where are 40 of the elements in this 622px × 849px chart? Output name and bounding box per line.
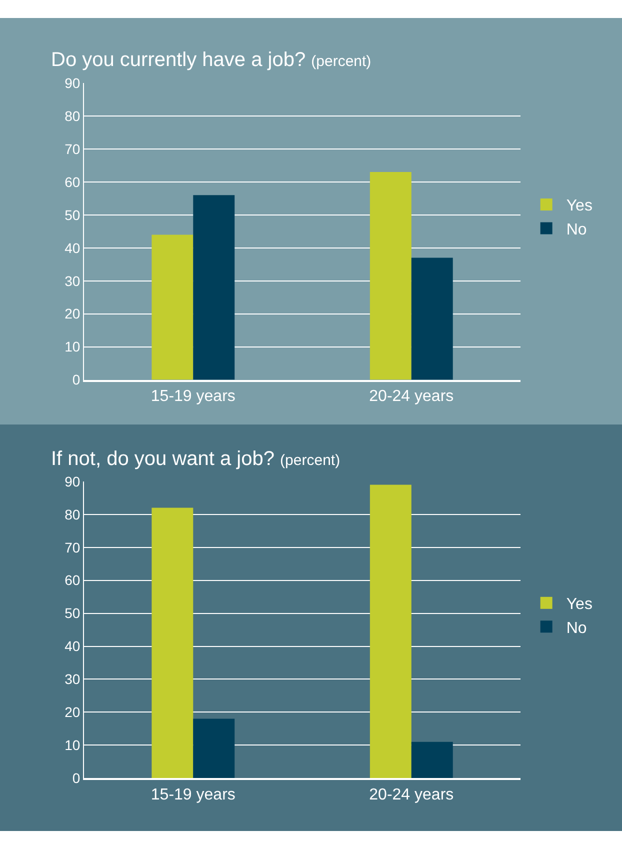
x-tick-label: 15-19 years (150, 388, 236, 405)
y-tick-label: 90 (64, 74, 80, 91)
y-tick-label: 0 (72, 770, 80, 786)
x-tick-label: 20-24 years (369, 388, 454, 405)
y-tick-label: 60 (64, 174, 80, 190)
bar (370, 172, 412, 380)
y-tick-label: 80 (64, 506, 80, 522)
y-tick-label: 10 (64, 737, 80, 754)
y-tick-label: 0 (72, 372, 80, 388)
y-tick-label: 50 (64, 206, 80, 223)
y-tick-label: 70 (64, 140, 80, 157)
y-tick-label: 10 (64, 338, 80, 355)
bar (193, 195, 235, 380)
y-tick-label: 50 (64, 605, 80, 622)
bar (152, 234, 194, 380)
legend-label: No (566, 620, 587, 637)
y-tick-label: 70 (64, 539, 80, 556)
legend-label: Yes (566, 596, 592, 614)
y-tick-label: 80 (64, 108, 80, 124)
y-tick-label: 20 (64, 306, 80, 322)
legend-label: No (566, 222, 587, 239)
chart-title: If not, do you want a job? (51, 448, 274, 470)
y-tick-label: 40 (64, 240, 80, 256)
bar (370, 484, 412, 778)
y-tick-label: 30 (64, 272, 80, 289)
legend-label: Yes (566, 198, 592, 215)
bar (193, 718, 235, 778)
chart-title: Do you currently have a job? (51, 49, 306, 71)
y-tick-label: 90 (64, 473, 80, 490)
y-tick-label: 20 (64, 704, 80, 720)
y-tick-label: 60 (64, 572, 80, 588)
bar (152, 508, 194, 778)
bar (411, 258, 453, 380)
chart-subtitle: (percent) (280, 452, 340, 469)
x-tick-label: 15-19 years (150, 786, 236, 804)
y-tick-label: 40 (64, 638, 80, 654)
y-tick-label: 30 (64, 671, 80, 688)
x-tick-label: 20-24 years (369, 786, 454, 804)
chart-subtitle: (percent) (311, 53, 372, 70)
bar (411, 742, 453, 778)
